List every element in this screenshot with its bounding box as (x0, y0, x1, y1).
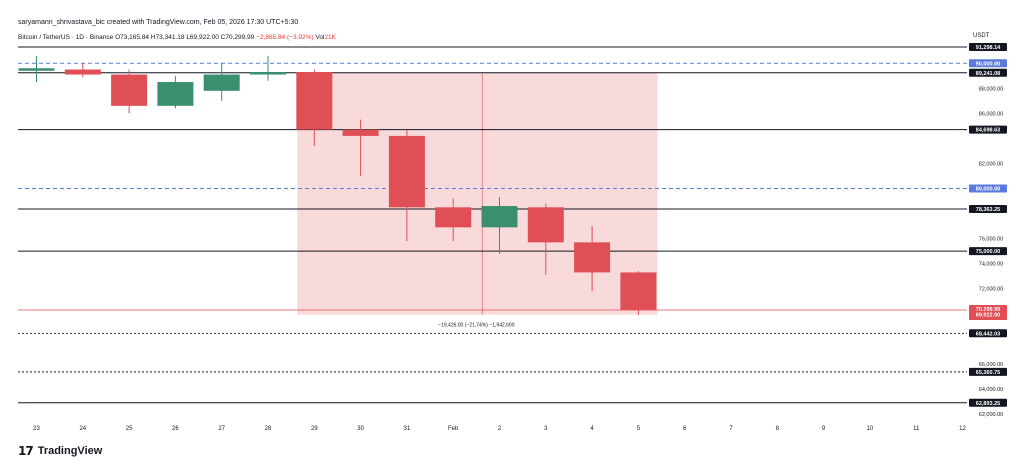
level-badge-9-text: 62,893.25 (976, 401, 1000, 407)
level-badge-0-text: 91,298.14 (976, 45, 1001, 51)
candle-body-0 (18, 68, 55, 71)
level-badge-3-bg (969, 125, 1007, 134)
x-tick-label-14: 6 (683, 426, 687, 432)
level-badge-5-bg (969, 205, 1007, 214)
candle-body-5 (250, 72, 286, 75)
level-badge-6-text: 75,000.00 (976, 249, 1000, 255)
x-tick-label-11: 3 (544, 426, 548, 432)
x-tick-label-1: 24 (79, 426, 86, 432)
open-value: O73,165.84 (115, 34, 150, 41)
tradingview-logo-icon: 17 (18, 444, 34, 458)
level-badge-4-bg (969, 184, 1007, 193)
level-badge-7-bg (969, 329, 1007, 338)
x-tick-label-6: 29 (311, 426, 318, 432)
x-tick-label-19: 11 (913, 426, 920, 432)
high-value: H73,341.18 (150, 34, 185, 41)
volume-value: 21K (324, 34, 337, 41)
y-tick-label-5: 72,000.00 (979, 287, 1003, 293)
close-value: C70,299.99 (220, 34, 255, 41)
x-tick-label-12: 4 (590, 426, 594, 432)
chart-credit-line: saryamann_shrivastava_bic created with T… (18, 19, 299, 26)
x-tick-label-7: 30 (357, 426, 364, 432)
x-tick-label-2: 25 (126, 426, 133, 432)
level-badge-2-text: 89,241.08 (976, 71, 1000, 77)
x-tick-label-10: 2 (498, 426, 502, 432)
y-tick-label-4: 74,000.00 (979, 262, 1003, 268)
level-badge-2-bg (969, 68, 1007, 77)
level-badge-8-text: 65,360.75 (976, 370, 1000, 376)
symbol-info-line: Bitcoin / TetherUS · 1D · Binance O73,16… (18, 34, 336, 41)
currency-label[interactable]: USDT (973, 33, 990, 39)
x-tick-label-18: 10 (867, 426, 874, 432)
candle-body-9 (435, 207, 472, 228)
x-tick-label-17: 9 (822, 426, 826, 432)
candle-body-7 (342, 129, 379, 136)
candle-body-10 (481, 206, 518, 228)
level-badge-5-text: 78,363.25 (976, 207, 1000, 213)
y-tick-label-0: 88,000.00 (979, 86, 1003, 92)
candle-body-1 (64, 69, 101, 75)
y-tick-label-3: 76,000.00 (979, 237, 1003, 243)
tradingview-logo[interactable]: 17 TradingView (18, 444, 102, 458)
x-tick-label-13: 5 (637, 426, 641, 432)
low-badge-bg (969, 310, 1007, 319)
candle-body-6 (296, 72, 333, 130)
candle-body-12 (574, 242, 611, 273)
x-tick-label-0: 23 (33, 426, 40, 432)
measure-range-box (297, 72, 658, 315)
candle-body-4 (203, 74, 240, 91)
x-tick-label-20: 12 (959, 426, 966, 432)
x-tick-label-8: 31 (404, 426, 411, 432)
low-badge-text: 69,922.00 (976, 313, 1000, 319)
level-badge-9-bg (969, 398, 1007, 407)
candle-body-13 (620, 272, 657, 311)
x-tick-label-4: 27 (218, 426, 225, 432)
candle-body-2 (111, 74, 148, 106)
measure-label: −19,426.00 (−21.74%) −1,942,600 (438, 323, 515, 329)
x-tick-label-16: 8 (776, 426, 780, 432)
candle-body-8 (388, 135, 425, 208)
tradingview-logo-text: TradingView (37, 445, 103, 457)
level-badge-4-text: 80,000.00 (976, 187, 1000, 193)
y-tick-label-2: 82,000.00 (979, 161, 1003, 167)
level-badge-3-text: 84,698.63 (976, 128, 1000, 134)
level-badge-1-text: 90,000.00 (976, 61, 1000, 67)
x-tick-label-9: Feb (448, 426, 459, 432)
candle-body-11 (527, 207, 564, 243)
level-badge-6-bg (969, 247, 1007, 256)
y-tick-label-6: 66,000.00 (979, 362, 1003, 368)
y-tick-label-1: 86,000.00 (979, 111, 1003, 117)
level-badge-0-bg (969, 42, 1007, 51)
x-tick-label-15: 7 (729, 426, 733, 432)
y-tick-label-7: 64,000.00 (979, 387, 1003, 393)
volume-label: Vol (315, 34, 325, 41)
change-value: −2,865.84 (−3.92%) (256, 34, 314, 41)
x-tick-label-5: 28 (265, 426, 272, 432)
level-badge-8-bg (969, 367, 1007, 376)
level-badge-1-bg (969, 59, 1007, 68)
symbol-name[interactable]: Bitcoin / TetherUS · 1D · Binance (18, 34, 114, 41)
candle-body-3 (157, 82, 194, 106)
x-tick-label-3: 26 (172, 426, 179, 432)
y-tick-label-8: 62,000.00 (979, 412, 1003, 418)
price-badge-text: 70,299.99 (976, 307, 1000, 313)
low-value: L69,922.00 (186, 34, 219, 41)
level-badge-7-text: 68,442.03 (976, 331, 1000, 337)
